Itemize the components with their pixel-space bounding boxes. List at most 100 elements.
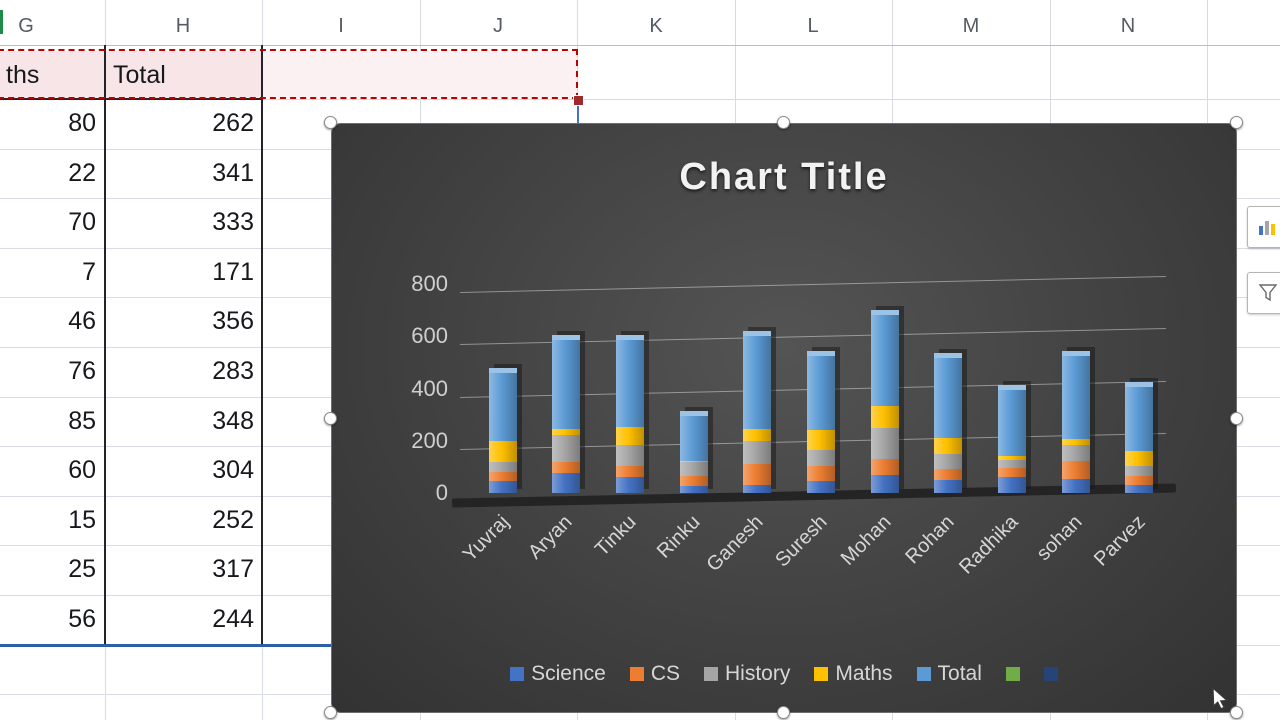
legend-item-Total[interactable]: Total bbox=[916, 662, 982, 686]
bar-segment-Science[interactable] bbox=[997, 477, 1026, 493]
bar-segment-Total[interactable] bbox=[870, 315, 899, 407]
cell-h-header[interactable]: Total bbox=[113, 61, 166, 89]
chart-resize-handle-top-left[interactable] bbox=[324, 116, 337, 129]
cell-h-value[interactable]: 341 bbox=[212, 158, 254, 187]
cell-g-value[interactable]: 25 bbox=[68, 555, 96, 584]
bar-segment-Maths[interactable] bbox=[552, 429, 581, 435]
column-header-G[interactable]: G bbox=[18, 15, 34, 37]
chart-filters-button[interactable] bbox=[1247, 272, 1280, 314]
cell-g-value[interactable]: 80 bbox=[68, 109, 96, 137]
bar-segment-Total[interactable] bbox=[997, 389, 1026, 456]
cell-g-header[interactable]: ths bbox=[6, 61, 40, 89]
cell-g-value[interactable]: 56 bbox=[68, 605, 96, 633]
bar-segment-History[interactable] bbox=[1061, 445, 1090, 461]
bar-segment-CS[interactable] bbox=[934, 469, 963, 480]
cell-h-value[interactable]: 333 bbox=[212, 208, 254, 237]
legend-item-Science[interactable]: Science bbox=[510, 662, 606, 686]
bar-segment-Total[interactable] bbox=[934, 358, 963, 438]
legend-item-unnamed[interactable] bbox=[1005, 667, 1020, 681]
bar-segment-History[interactable] bbox=[679, 462, 708, 476]
cell-h-value[interactable]: 348 bbox=[212, 406, 254, 435]
selection-fill-handle[interactable] bbox=[573, 95, 584, 106]
bar-Rohan[interactable] bbox=[934, 353, 963, 493]
cell-h-value[interactable]: 317 bbox=[212, 555, 254, 584]
bar-segment-Maths[interactable] bbox=[488, 441, 517, 463]
bar-segment-CS[interactable] bbox=[488, 472, 517, 482]
chart-resize-handle-middle-left[interactable] bbox=[324, 412, 337, 425]
cell-h-value[interactable]: 252 bbox=[212, 505, 254, 534]
column-header-N[interactable]: N bbox=[1120, 15, 1136, 37]
cell-g-value[interactable]: 7 bbox=[82, 257, 96, 286]
bar-segment-Total[interactable] bbox=[679, 415, 708, 461]
bar-segment-Total[interactable] bbox=[552, 340, 581, 430]
bar-segment-Maths[interactable] bbox=[934, 437, 963, 454]
bar-Rinku[interactable] bbox=[679, 410, 708, 493]
cell-h-value[interactable]: 283 bbox=[212, 357, 254, 385]
legend-item-unnamed[interactable] bbox=[1043, 667, 1058, 681]
bar-segment-History[interactable] bbox=[488, 462, 517, 473]
bar-segment-CS[interactable] bbox=[743, 464, 772, 486]
bar-segment-Total[interactable] bbox=[807, 355, 835, 430]
column-header-H[interactable]: H bbox=[175, 15, 191, 37]
bar-segment-History[interactable] bbox=[997, 459, 1026, 469]
chart-resize-handle-middle-right[interactable] bbox=[1230, 412, 1243, 425]
cell-g-value[interactable]: 46 bbox=[68, 307, 96, 336]
bar-segment-CS[interactable] bbox=[616, 465, 645, 478]
bar-segment-Maths[interactable] bbox=[679, 460, 708, 463]
column-header-M[interactable]: M bbox=[962, 15, 980, 37]
bar-segment-Maths[interactable] bbox=[807, 429, 835, 450]
bar-segment-Maths[interactable] bbox=[1061, 438, 1090, 446]
bar-segment-CS[interactable] bbox=[1125, 475, 1154, 486]
bar-Aryan[interactable] bbox=[552, 335, 581, 493]
chart-resize-handle-top-center[interactable] bbox=[777, 116, 790, 129]
bar-segment-History[interactable] bbox=[552, 434, 581, 462]
bar-segment-History[interactable] bbox=[616, 445, 645, 466]
chart-resize-handle-top-right[interactable] bbox=[1230, 116, 1243, 129]
bar-segment-Science[interactable] bbox=[934, 479, 963, 493]
cell-h-value[interactable]: 171 bbox=[212, 257, 254, 286]
column-header-I[interactable]: I bbox=[338, 15, 344, 37]
bar-segment-CS[interactable] bbox=[1061, 460, 1090, 479]
chart-title[interactable]: Chart Title bbox=[679, 156, 889, 198]
bar-segment-Total[interactable] bbox=[1125, 387, 1154, 451]
bar-segment-Maths[interactable] bbox=[1125, 450, 1154, 466]
bar-Yuvraj[interactable] bbox=[488, 367, 517, 493]
bar-segment-History[interactable] bbox=[807, 449, 835, 466]
bar-segment-Science[interactable] bbox=[552, 473, 581, 493]
bar-sohan[interactable] bbox=[1061, 350, 1090, 493]
bar-segment-Total[interactable] bbox=[488, 372, 517, 442]
cell-g-value[interactable]: 60 bbox=[68, 456, 96, 485]
cell-h-value[interactable]: 244 bbox=[212, 605, 254, 633]
bar-segment-History[interactable] bbox=[870, 428, 899, 460]
chart-resize-handle-bottom-right[interactable] bbox=[1230, 706, 1243, 719]
column-header-J[interactable]: J bbox=[493, 15, 503, 37]
bar-segment-Maths[interactable] bbox=[616, 427, 645, 446]
chart-resize-handle-bottom-center[interactable] bbox=[777, 706, 790, 719]
legend-item-History[interactable]: History bbox=[704, 662, 790, 686]
bar-segment-Maths[interactable] bbox=[870, 406, 899, 429]
bar-segment-History[interactable] bbox=[1125, 465, 1154, 476]
bar-segment-Science[interactable] bbox=[870, 474, 899, 493]
bar-Mohan[interactable] bbox=[870, 310, 899, 493]
bar-segment-CS[interactable] bbox=[997, 468, 1026, 478]
bar-Radhika[interactable] bbox=[997, 384, 1026, 493]
bar-Suresh[interactable] bbox=[807, 350, 835, 493]
bar-segment-History[interactable] bbox=[743, 441, 772, 465]
bar-Tinku[interactable] bbox=[616, 335, 645, 493]
cell-h-value[interactable]: 262 bbox=[212, 109, 254, 137]
legend-item-CS[interactable]: CS bbox=[629, 662, 680, 686]
bar-segment-Maths[interactable] bbox=[997, 455, 1026, 460]
bar-Ganesh[interactable] bbox=[743, 331, 772, 493]
legend-item-Maths[interactable]: Maths bbox=[814, 662, 893, 686]
bar-segment-Maths[interactable] bbox=[743, 429, 772, 442]
column-header-K[interactable]: K bbox=[649, 15, 663, 37]
bar-segment-Science[interactable] bbox=[679, 486, 708, 493]
cell-g-value[interactable]: 15 bbox=[68, 505, 96, 534]
cell-g-value[interactable]: 85 bbox=[68, 406, 96, 435]
cell-g-value[interactable]: 76 bbox=[68, 357, 96, 385]
bar-segment-CS[interactable] bbox=[552, 461, 581, 474]
bar-segment-Science[interactable] bbox=[488, 481, 517, 493]
bar-segment-Science[interactable] bbox=[616, 477, 645, 493]
bar-segment-Total[interactable] bbox=[743, 336, 772, 430]
bar-segment-Total[interactable] bbox=[1061, 355, 1090, 439]
